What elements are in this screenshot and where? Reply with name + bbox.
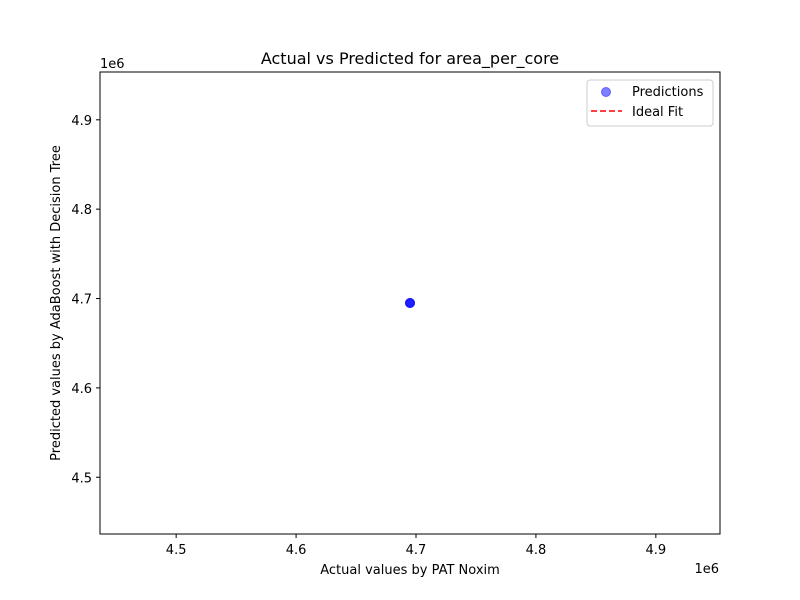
legend-label-predictions: Predictions bbox=[632, 85, 704, 100]
y-axis-label: Predicted values by AdaBoost with Decisi… bbox=[49, 145, 64, 461]
x-axis-offset-text: 1e6 bbox=[694, 562, 719, 577]
legend-label-ideal-fit: Ideal Fit bbox=[632, 105, 683, 120]
x-tick-label: 4.7 bbox=[406, 543, 427, 558]
y-tick-label: 4.5 bbox=[71, 471, 92, 486]
x-tick-label: 4.9 bbox=[645, 543, 666, 558]
data-marks bbox=[406, 299, 415, 308]
y-tick-label: 4.9 bbox=[71, 114, 92, 129]
x-axis-label: Actual values by PAT Noxim bbox=[320, 563, 500, 578]
y-tick-label: 4.6 bbox=[71, 382, 92, 397]
x-tick-label: 4.5 bbox=[166, 543, 187, 558]
y-axis-offset-text: 1e6 bbox=[100, 57, 125, 72]
legend: Predictions Ideal Fit bbox=[587, 80, 713, 126]
x-tick-label: 4.6 bbox=[286, 543, 307, 558]
y-tick-label: 4.8 bbox=[71, 203, 92, 218]
y-tick-label: 4.7 bbox=[71, 293, 92, 308]
x-tick-label: 4.8 bbox=[526, 543, 547, 558]
chart-title: Actual vs Predicted for area_per_core bbox=[261, 49, 559, 69]
legend-marker-predictions bbox=[602, 88, 611, 97]
